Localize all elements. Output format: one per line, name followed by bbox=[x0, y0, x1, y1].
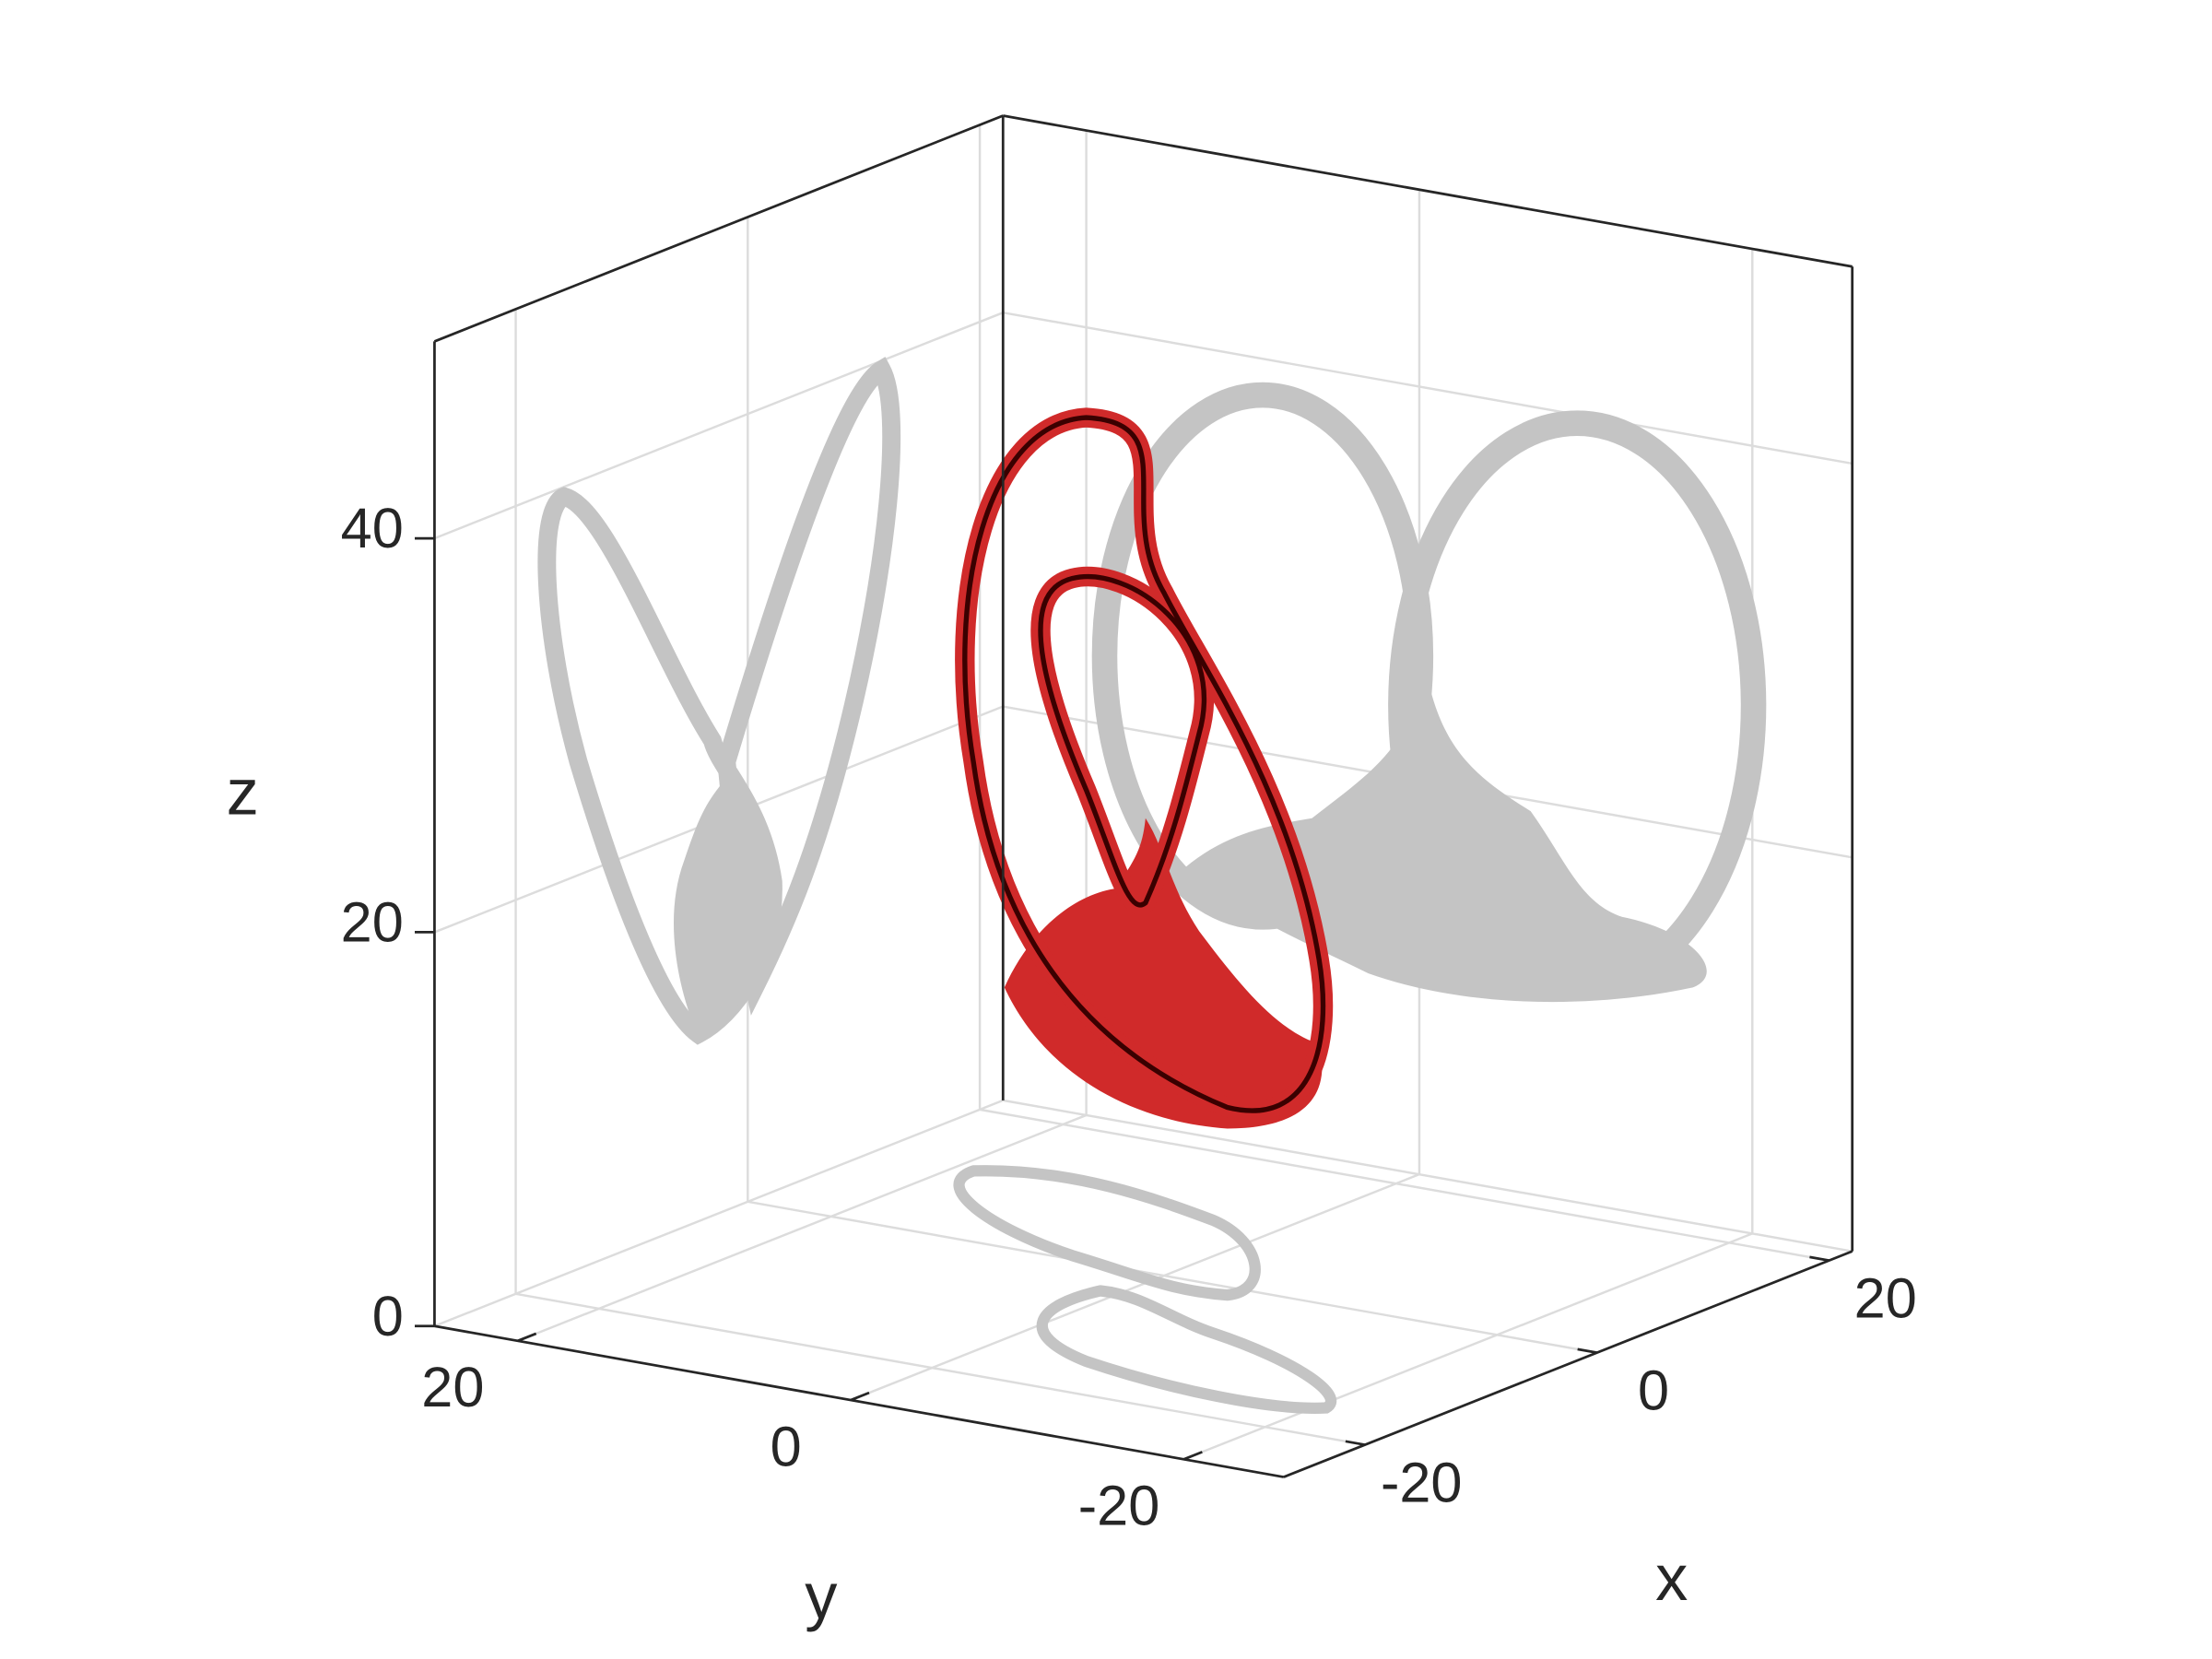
grid-line bbox=[433, 312, 1004, 540]
grid-line bbox=[1183, 1232, 1753, 1461]
y-tick-label: 0 bbox=[771, 1415, 802, 1477]
y-tick-label: -20 bbox=[1078, 1475, 1159, 1537]
shadow-blob bbox=[1184, 663, 1707, 1003]
x-tick-label: -20 bbox=[1381, 1452, 1462, 1514]
grid-line bbox=[1003, 1099, 1853, 1253]
attractor-orbit bbox=[962, 415, 1326, 1113]
wall-shadow-y bbox=[537, 357, 901, 1045]
attractor-orbit bbox=[1038, 574, 1207, 908]
y-tick bbox=[1182, 1451, 1203, 1461]
shadow-loop bbox=[717, 357, 901, 1016]
x-tick bbox=[1809, 1255, 1830, 1263]
grid-line bbox=[515, 1292, 1366, 1446]
y-tick bbox=[850, 1391, 870, 1402]
axis-edge bbox=[1003, 114, 1853, 268]
z-tick-label: 40 bbox=[341, 497, 404, 559]
grid bbox=[433, 124, 1853, 1461]
y-axis-label: y bbox=[805, 1559, 838, 1632]
x-tick bbox=[1345, 1440, 1366, 1446]
floor-shadow bbox=[953, 1165, 1337, 1414]
axis-edge bbox=[433, 114, 1004, 343]
axis-edge bbox=[1283, 1250, 1853, 1478]
z-tick-label: 0 bbox=[372, 1285, 404, 1347]
y-tick bbox=[517, 1332, 537, 1343]
grid-line bbox=[1003, 311, 1853, 465]
z-axis-label: z bbox=[227, 755, 259, 828]
grid-line bbox=[850, 1173, 1420, 1402]
attractor-blob bbox=[1004, 818, 1323, 1129]
grid-line bbox=[517, 1113, 1088, 1342]
axis-edge bbox=[434, 1324, 1285, 1478]
z-tick-label: 20 bbox=[341, 890, 404, 953]
shadow-loop bbox=[953, 1165, 1261, 1301]
x-tick-label: 0 bbox=[1638, 1359, 1669, 1422]
axes: 0 20 40 -20 0 20 -20 0 20 bbox=[341, 114, 1917, 1537]
x-tick bbox=[1577, 1347, 1597, 1354]
x-axis-label: x bbox=[1655, 1541, 1688, 1614]
attractor bbox=[955, 407, 1334, 1129]
grid-line bbox=[747, 1200, 1597, 1354]
shadow-blob bbox=[673, 782, 779, 1037]
x-tick-label: 20 bbox=[1854, 1267, 1917, 1330]
y-tick-label: 20 bbox=[421, 1356, 484, 1418]
grid-line bbox=[433, 1099, 1004, 1327]
shadow-loop bbox=[1036, 1285, 1337, 1414]
grid-line bbox=[979, 1108, 1830, 1262]
